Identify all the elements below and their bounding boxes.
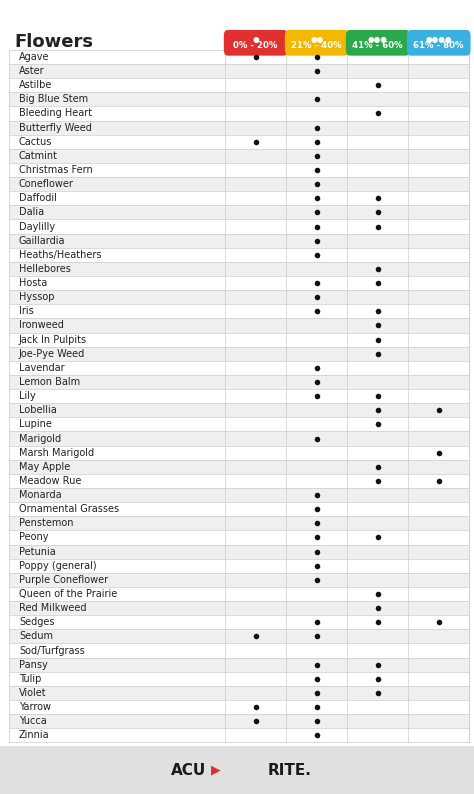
- Text: Flowers: Flowers: [14, 33, 93, 51]
- Text: ●●: ●●: [310, 36, 323, 44]
- Text: Astilbe: Astilbe: [19, 80, 52, 91]
- Text: May Apple: May Apple: [19, 462, 70, 472]
- FancyBboxPatch shape: [9, 630, 469, 643]
- Text: Monarda: Monarda: [19, 490, 62, 500]
- FancyBboxPatch shape: [9, 403, 469, 418]
- Text: Marigold: Marigold: [19, 434, 61, 444]
- Text: Lemon Balm: Lemon Balm: [19, 377, 80, 387]
- FancyBboxPatch shape: [9, 657, 469, 672]
- Text: ●●●: ●●●: [368, 36, 388, 44]
- Text: Sedum: Sedum: [19, 631, 53, 642]
- Text: Queen of the Prairie: Queen of the Prairie: [19, 589, 117, 599]
- Text: Yucca: Yucca: [19, 716, 47, 727]
- FancyBboxPatch shape: [9, 572, 469, 587]
- Text: Christmas Fern: Christmas Fern: [19, 165, 93, 175]
- Text: Meadow Rue: Meadow Rue: [19, 476, 82, 486]
- Text: Hellebores: Hellebores: [19, 264, 71, 274]
- Text: Ornamental Grasses: Ornamental Grasses: [19, 504, 119, 515]
- FancyBboxPatch shape: [0, 746, 474, 794]
- Text: 21% - 40%: 21% - 40%: [292, 41, 342, 50]
- Text: Marsh Marigold: Marsh Marigold: [19, 448, 94, 457]
- Text: RITE.: RITE.: [268, 763, 312, 777]
- FancyBboxPatch shape: [9, 545, 469, 559]
- FancyBboxPatch shape: [407, 30, 471, 56]
- FancyBboxPatch shape: [9, 148, 469, 163]
- FancyBboxPatch shape: [9, 318, 469, 333]
- Text: Sod/Turfgrass: Sod/Turfgrass: [19, 646, 85, 656]
- FancyBboxPatch shape: [224, 30, 288, 56]
- Text: Red Milkweed: Red Milkweed: [19, 603, 86, 613]
- Text: Coneflower: Coneflower: [19, 179, 74, 189]
- FancyBboxPatch shape: [9, 488, 469, 502]
- Text: ●: ●: [252, 36, 259, 44]
- FancyBboxPatch shape: [9, 290, 469, 304]
- FancyBboxPatch shape: [9, 601, 469, 615]
- Text: Pansy: Pansy: [19, 660, 48, 669]
- Text: Heaths/Heathers: Heaths/Heathers: [19, 250, 101, 260]
- FancyBboxPatch shape: [9, 92, 469, 106]
- Text: 61% - 80%: 61% - 80%: [413, 41, 464, 50]
- Text: Daffodil: Daffodil: [19, 193, 57, 203]
- Text: Zinnia: Zinnia: [19, 730, 50, 740]
- FancyBboxPatch shape: [9, 64, 469, 78]
- Text: Ironweed: Ironweed: [19, 321, 64, 330]
- FancyBboxPatch shape: [9, 714, 469, 728]
- Text: Agave: Agave: [19, 52, 49, 62]
- Text: ACU: ACU: [171, 763, 206, 777]
- Text: Cactus: Cactus: [19, 137, 52, 147]
- FancyBboxPatch shape: [9, 121, 469, 135]
- Text: Catmint: Catmint: [19, 151, 58, 161]
- Text: Jack In Pulpits: Jack In Pulpits: [19, 334, 87, 345]
- Text: Butterfly Weed: Butterfly Weed: [19, 122, 92, 133]
- Text: Sedges: Sedges: [19, 617, 55, 627]
- Text: Daylilly: Daylilly: [19, 222, 55, 232]
- Text: ▶: ▶: [211, 764, 220, 777]
- FancyBboxPatch shape: [285, 30, 348, 56]
- FancyBboxPatch shape: [9, 233, 469, 248]
- Text: Hosta: Hosta: [19, 278, 47, 288]
- Text: Peony: Peony: [19, 533, 48, 542]
- Text: Dalia: Dalia: [19, 207, 44, 218]
- Text: Petunia: Petunia: [19, 546, 56, 557]
- Text: Tulip: Tulip: [19, 674, 41, 684]
- FancyBboxPatch shape: [9, 262, 469, 276]
- FancyBboxPatch shape: [346, 30, 410, 56]
- Text: Lavendar: Lavendar: [19, 363, 64, 373]
- Text: Purple Coneflower: Purple Coneflower: [19, 575, 108, 585]
- Text: Lily: Lily: [19, 391, 36, 401]
- Text: Gaillardia: Gaillardia: [19, 236, 65, 245]
- FancyBboxPatch shape: [9, 206, 469, 219]
- Text: Lupine: Lupine: [19, 419, 52, 430]
- Text: Iris: Iris: [19, 306, 34, 316]
- FancyBboxPatch shape: [9, 347, 469, 360]
- Text: Penstemon: Penstemon: [19, 518, 73, 528]
- Text: ●●●●: ●●●●: [426, 36, 452, 44]
- Text: Hyssop: Hyssop: [19, 292, 55, 303]
- Text: Bleeding Heart: Bleeding Heart: [19, 109, 92, 118]
- Text: 41% - 60%: 41% - 60%: [352, 41, 403, 50]
- FancyBboxPatch shape: [9, 516, 469, 530]
- Text: Poppy (general): Poppy (general): [19, 561, 97, 571]
- Text: Yarrow: Yarrow: [19, 702, 51, 712]
- Text: 0% - 20%: 0% - 20%: [234, 41, 278, 50]
- FancyBboxPatch shape: [9, 431, 469, 445]
- FancyBboxPatch shape: [9, 375, 469, 389]
- FancyBboxPatch shape: [9, 460, 469, 474]
- Text: Big Blue Stem: Big Blue Stem: [19, 94, 88, 104]
- Text: Violet: Violet: [19, 688, 46, 698]
- Text: Lobellia: Lobellia: [19, 405, 57, 415]
- Text: Joe-Pye Weed: Joe-Pye Weed: [19, 349, 85, 359]
- FancyBboxPatch shape: [9, 686, 469, 700]
- Text: Aster: Aster: [19, 66, 45, 76]
- FancyBboxPatch shape: [9, 177, 469, 191]
